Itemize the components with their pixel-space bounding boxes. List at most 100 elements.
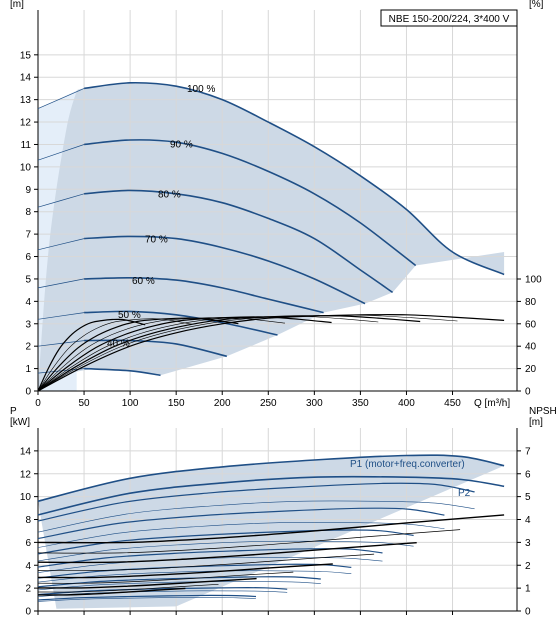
x-tick-label: 300: [306, 398, 323, 409]
head-curve-thin: [37, 238, 85, 251]
y2-tick-label: 100: [525, 275, 542, 286]
y2-tick-label: 20: [525, 364, 537, 375]
y2-tick-label: 80: [525, 297, 537, 308]
npsh-curve: [37, 529, 461, 554]
y-tick-label: 0: [25, 607, 31, 618]
y2-tick-label: 7: [525, 446, 531, 457]
head-curve: [84, 367, 161, 377]
p2-series-label: P2: [458, 488, 471, 499]
y2-tick-label: 5: [525, 492, 531, 503]
y-tick-label: 13: [20, 95, 32, 106]
y2-tick-label: 0: [525, 607, 531, 618]
y-tick-label: 8: [25, 207, 31, 218]
p1-curve: [37, 548, 383, 568]
y-tick-label: 15: [20, 50, 32, 61]
y-tick-label: 4: [25, 297, 31, 308]
y-tick-label: 4: [25, 561, 31, 572]
efficiency-curve: [37, 314, 458, 392]
y-tick-label: 2: [25, 584, 31, 595]
x-tick-label: 0: [35, 398, 41, 409]
speed-label: 70 %: [145, 234, 168, 245]
y2-axis-unit: [m]: [529, 417, 543, 428]
p1-curve: [37, 507, 445, 540]
y-tick-label: 11: [21, 140, 32, 151]
p1-curve: [37, 454, 505, 502]
x-tick-label: 400: [398, 398, 415, 409]
head-curve: [84, 189, 394, 294]
head-curve-thin: [37, 312, 85, 320]
head-curve: [84, 310, 278, 336]
speed-label: 60 %: [132, 276, 155, 287]
operating-region: [38, 82, 505, 391]
p1-series-label: P1 (motor+freq.converter): [350, 459, 465, 470]
head-curve: [84, 276, 324, 314]
speed-label: 40 %: [107, 339, 130, 350]
y-tick-label: 3: [25, 319, 31, 330]
y2-tick-label: 4: [525, 515, 531, 526]
p2-curve: [37, 597, 257, 602]
y2-tick-label: 2: [525, 561, 531, 572]
y2-tick-label: 60: [525, 319, 537, 330]
y-tick-label: 9: [25, 185, 31, 196]
npsh-curve: [37, 571, 294, 584]
x-tick-label: 100: [122, 398, 139, 409]
y-tick-label: 6: [25, 252, 31, 263]
p1-curve: [37, 594, 257, 601]
y2-tick-label: 3: [525, 538, 531, 549]
head-curve-thin: [37, 368, 85, 374]
head-curve: [84, 81, 505, 276]
head-curve: [84, 339, 227, 358]
y-tick-label: 8: [25, 515, 31, 526]
p2-curve: [37, 522, 445, 548]
x-tick-label: 450: [444, 398, 461, 409]
head-curve-thin: [37, 278, 85, 289]
head-curve-thin: [37, 193, 85, 208]
speed-label: 100 %: [187, 84, 215, 95]
efficiency-curve: [37, 315, 421, 392]
npsh-curve: [37, 587, 186, 596]
y-axis-unit: [m]: [10, 0, 24, 10]
y-tick-label: 10: [20, 492, 32, 503]
efficiency-curve: [37, 314, 505, 392]
y-axis-label: P: [10, 406, 17, 417]
efficiency-curve: [37, 315, 379, 392]
speed-label: 80 %: [158, 190, 181, 201]
npsh-curve: [37, 563, 333, 579]
x-axis-label: Q [m³/h]: [474, 398, 510, 409]
y-tick-label: 5: [25, 274, 31, 285]
x-tick-label: 150: [168, 398, 185, 409]
x-tick-label: 200: [214, 398, 231, 409]
y2-tick-label: 6: [525, 469, 531, 480]
p2-curve: [37, 556, 383, 573]
y2-axis-label: NPSH: [529, 406, 557, 417]
speed-label: 90 %: [170, 139, 193, 150]
head-curve: [84, 139, 417, 267]
speed-label: 50 %: [118, 310, 141, 321]
x-tick-label: 50: [78, 398, 90, 409]
title-box: [380, 9, 518, 27]
x-tick-label: 250: [260, 398, 277, 409]
y2-tick-label: 1: [525, 584, 531, 595]
y-tick-label: 12: [20, 469, 32, 480]
y-tick-label: 6: [25, 538, 31, 549]
npsh-curve: [37, 583, 219, 593]
y-tick-label: 14: [20, 73, 32, 84]
y-tick-label: 2: [25, 342, 31, 353]
y-tick-label: 14: [20, 446, 32, 457]
head-curve-thin: [37, 340, 85, 347]
npsh-curve: [37, 514, 505, 544]
y2-tick-label: 40: [525, 342, 537, 353]
p2-curve: [37, 475, 505, 516]
p1-curve: [37, 587, 288, 596]
head-curve-thin: [37, 88, 85, 109]
y-tick-label: 12: [20, 118, 32, 129]
y-tick-label: 10: [20, 162, 32, 173]
y-axis-unit: [kW]: [10, 417, 30, 428]
y2-tick-label: 0: [525, 387, 531, 398]
npsh-curve: [37, 542, 417, 564]
efficiency-curve: [37, 318, 146, 392]
p2-curve: [37, 540, 414, 562]
